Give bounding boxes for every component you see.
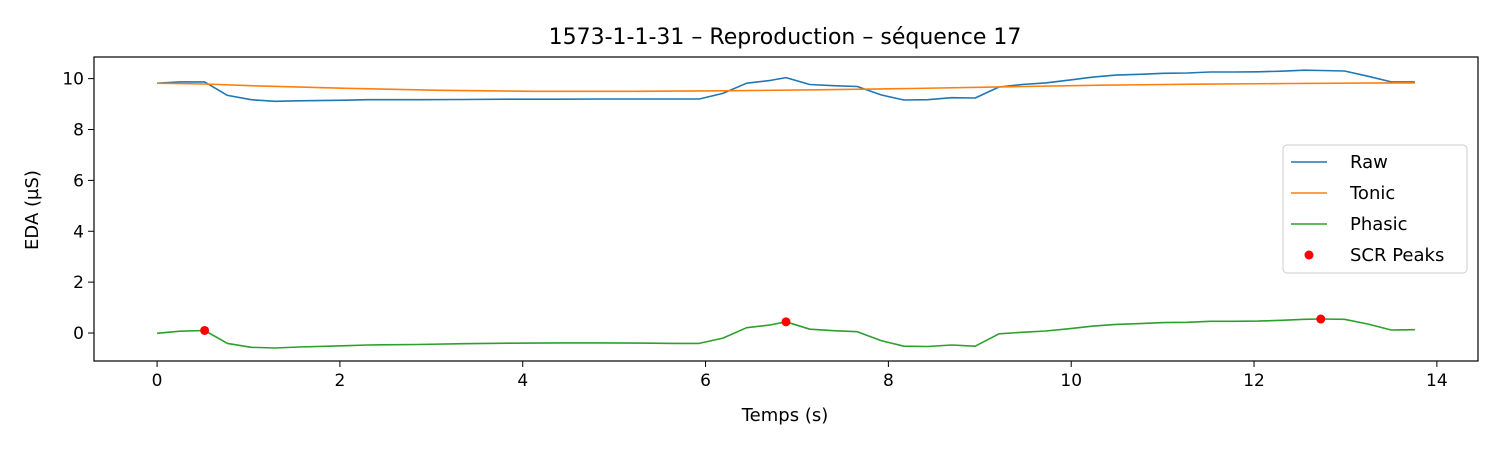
- scr-peak-marker: [1316, 314, 1326, 324]
- legend-label: Tonic: [1349, 183, 1395, 204]
- legend-label: SCR Peaks: [1350, 245, 1444, 266]
- y-tick-label: 6: [73, 171, 84, 191]
- legend-box: [1282, 144, 1468, 274]
- x-axis-label: Temps (s): [741, 405, 829, 426]
- plot-area: 0 2 4 6 8 10 12 14 0 2 4 6 8 10: [62, 56, 1479, 391]
- chart-title: 1573-1-1-31 – Reproduction – séquence 17: [549, 25, 1022, 50]
- series-line-raw: [157, 69, 1415, 103]
- y-tick-label: 4: [73, 222, 84, 242]
- x-tick-label: 2: [334, 371, 345, 391]
- x-tick-label: 8: [883, 371, 894, 391]
- legend: Raw Tonic Phasic SCR Peaks: [1282, 144, 1468, 274]
- series-line-phasic: [157, 318, 1415, 349]
- y-tick-label: 10: [62, 70, 84, 90]
- y-tick-label: 0: [73, 324, 84, 344]
- plot-frame: [93, 56, 1479, 362]
- y-tick-label: 2: [73, 273, 84, 293]
- legend-swatch-scr-peaks: [1304, 250, 1314, 260]
- scr-peak-marker: [781, 317, 791, 327]
- legend-label: Phasic: [1350, 214, 1408, 235]
- x-tick-label: 6: [700, 371, 711, 391]
- x-tick-label: 10: [1060, 371, 1082, 391]
- x-tick-label: 12: [1243, 371, 1265, 391]
- x-tick-label: 4: [517, 371, 528, 391]
- y-tick-label: 8: [73, 121, 84, 141]
- x-tick-label: 14: [1426, 371, 1448, 391]
- scr-peak-marker: [200, 325, 210, 335]
- legend-label: Raw: [1350, 152, 1388, 173]
- x-tick-label: 0: [152, 371, 163, 391]
- y-axis-label: EDA (µS): [22, 170, 43, 250]
- series-line-tonic: [157, 82, 1415, 93]
